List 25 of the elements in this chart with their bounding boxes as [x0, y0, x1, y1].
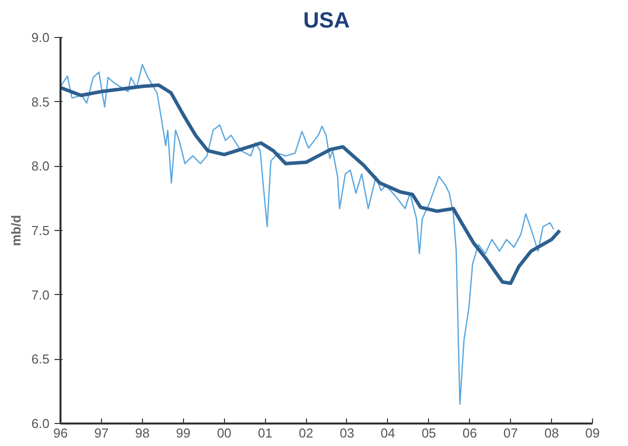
- x-tick-label: 04: [380, 426, 396, 440]
- chart-title: USA: [303, 8, 350, 32]
- x-tick-label: 98: [135, 426, 150, 440]
- x-tick-label: 99: [176, 426, 191, 440]
- y-tick-label: 7.0: [31, 287, 50, 302]
- x-tick-label: 00: [216, 426, 232, 440]
- line-series: [60, 64, 554, 405]
- y-tick-label: 9.0: [31, 30, 50, 45]
- y-axis-title: mb/d: [8, 214, 24, 246]
- line-series: [60, 83, 562, 286]
- x-tick-label: 07: [503, 426, 518, 440]
- y-tick-label: 7.5: [31, 223, 50, 238]
- y-tick-label: 8.5: [31, 94, 50, 110]
- x-tick-label: 97: [94, 426, 109, 440]
- y-tick-label: 6.5: [31, 352, 50, 367]
- x-tick-label: 02: [298, 426, 314, 440]
- x-tick-label: 01: [258, 426, 272, 440]
- x-tick-label: 08: [544, 426, 559, 440]
- x-tick-label: 96: [53, 426, 68, 440]
- x-tick-label: 09: [585, 426, 600, 440]
- y-tick-label: 8.0: [31, 158, 50, 174]
- x-tick-label: 06: [462, 426, 477, 440]
- x-tick-label: 05: [422, 426, 436, 440]
- y-tick-label: 6.0: [31, 416, 50, 431]
- x-tick-label: 03: [340, 426, 354, 440]
